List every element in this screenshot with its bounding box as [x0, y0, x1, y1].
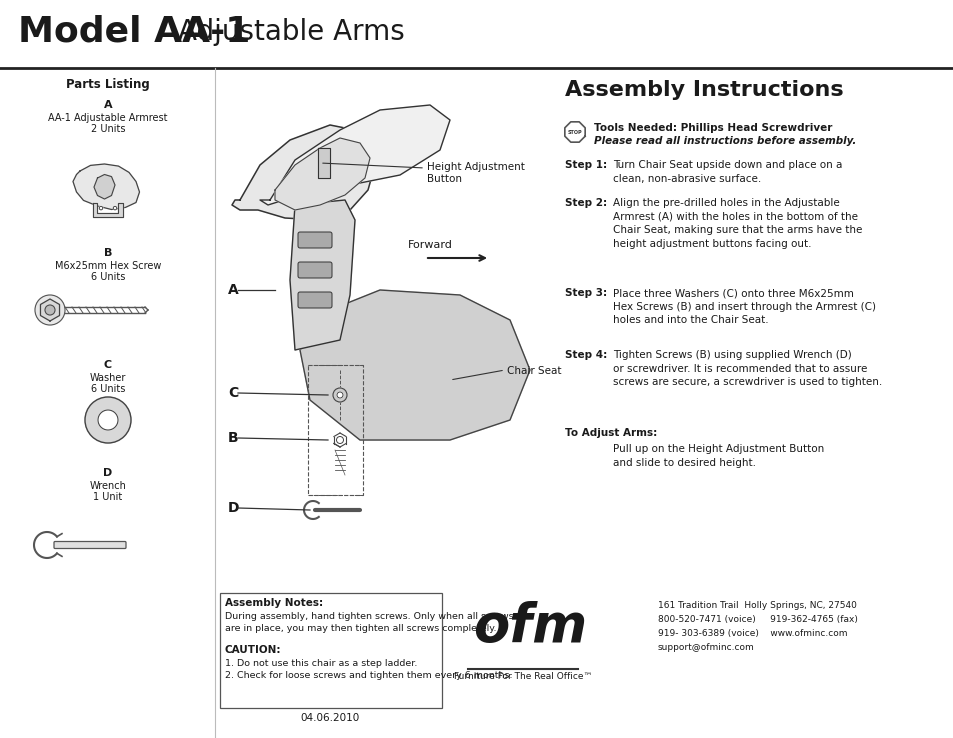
- FancyBboxPatch shape: [220, 593, 441, 708]
- Text: AA-1 Adjustable Armrest: AA-1 Adjustable Armrest: [49, 113, 168, 123]
- Circle shape: [336, 436, 343, 444]
- Polygon shape: [92, 202, 123, 216]
- Text: Parts Listing: Parts Listing: [66, 78, 150, 91]
- Text: A: A: [228, 283, 238, 297]
- Text: Turn Chair Seat upside down and place on a
clean, non-abrasive surface.: Turn Chair Seat upside down and place on…: [613, 160, 841, 184]
- Text: B: B: [228, 431, 238, 445]
- Polygon shape: [317, 148, 330, 178]
- Circle shape: [45, 305, 55, 315]
- Text: D: D: [228, 501, 239, 515]
- Text: Forward: Forward: [407, 240, 452, 250]
- Text: Align the pre-drilled holes in the Adjustable
Armrest (A) with the holes in the : Align the pre-drilled holes in the Adjus…: [613, 198, 862, 249]
- Text: Place three Washers (C) onto three M6x25mm
Hex Screws (B) and insert through the: Place three Washers (C) onto three M6x25…: [613, 288, 875, 325]
- Text: Chair Seat: Chair Seat: [506, 366, 561, 376]
- Text: STOP: STOP: [567, 129, 581, 134]
- Polygon shape: [73, 164, 139, 210]
- Circle shape: [333, 388, 347, 402]
- Text: Assembly Notes:: Assembly Notes:: [225, 598, 323, 608]
- Text: Assembly Instructions: Assembly Instructions: [564, 80, 842, 100]
- Text: 161 Tradition Trail  Holly Springs, NC, 27540: 161 Tradition Trail Holly Springs, NC, 2…: [658, 601, 856, 610]
- Text: Tools Needed: Phillips Head Screwdriver: Tools Needed: Phillips Head Screwdriver: [594, 123, 832, 133]
- FancyBboxPatch shape: [297, 262, 332, 278]
- FancyBboxPatch shape: [297, 292, 332, 308]
- Circle shape: [85, 397, 131, 443]
- Text: 04.06.2010: 04.06.2010: [300, 713, 359, 723]
- Text: Adjustable Arms: Adjustable Arms: [178, 18, 404, 46]
- Polygon shape: [40, 299, 59, 321]
- Bar: [308, 365, 363, 495]
- Text: Model AA-1: Model AA-1: [18, 14, 250, 48]
- Polygon shape: [299, 290, 530, 440]
- Text: Step 3:: Step 3:: [564, 288, 606, 298]
- Polygon shape: [290, 200, 355, 350]
- FancyBboxPatch shape: [297, 232, 332, 248]
- Text: 6 Units: 6 Units: [91, 384, 125, 394]
- Text: Pull up on the Height Adjustment Button
and slide to desired height.: Pull up on the Height Adjustment Button …: [613, 444, 823, 468]
- Text: Washer: Washer: [90, 373, 126, 383]
- Circle shape: [336, 392, 343, 398]
- Text: C: C: [228, 386, 238, 400]
- Circle shape: [98, 410, 118, 430]
- Polygon shape: [94, 174, 115, 199]
- Text: 800-520-7471 (voice)     919-362-4765 (fax): 800-520-7471 (voice) 919-362-4765 (fax): [658, 615, 857, 624]
- Text: Tighten Screws (B) using supplied Wrench (D)
or screwdriver. It is recommended t: Tighten Screws (B) using supplied Wrench…: [613, 350, 882, 387]
- Polygon shape: [564, 122, 584, 142]
- Text: 919- 303-6389 (voice)    www.ofminc.com: 919- 303-6389 (voice) www.ofminc.com: [658, 629, 846, 638]
- Text: Step 2:: Step 2:: [564, 198, 606, 208]
- Text: Wrench: Wrench: [90, 481, 127, 491]
- Text: M6x25mm Hex Screw: M6x25mm Hex Screw: [54, 261, 161, 271]
- Text: Please read all instructions before assembly.: Please read all instructions before asse…: [594, 136, 856, 146]
- Text: 2 Units: 2 Units: [91, 124, 125, 134]
- Text: During assembly, hand tighten screws. Only when all screws
are in place, you may: During assembly, hand tighten screws. On…: [225, 612, 513, 632]
- Circle shape: [99, 207, 103, 210]
- Text: 6 Units: 6 Units: [91, 272, 125, 282]
- Text: support@ofminc.com: support@ofminc.com: [658, 643, 754, 652]
- Text: B: B: [104, 248, 112, 258]
- Circle shape: [113, 207, 116, 210]
- Text: ofm: ofm: [473, 601, 587, 653]
- Polygon shape: [232, 125, 375, 220]
- Text: Step 1:: Step 1:: [564, 160, 606, 170]
- Polygon shape: [260, 105, 450, 205]
- Text: CAUTION:: CAUTION:: [225, 645, 281, 655]
- FancyBboxPatch shape: [54, 542, 126, 548]
- Polygon shape: [274, 138, 370, 210]
- Text: Furniture For The Real Office™: Furniture For The Real Office™: [454, 672, 592, 681]
- Circle shape: [35, 295, 65, 325]
- Text: C: C: [104, 360, 112, 370]
- Text: D: D: [103, 468, 112, 478]
- Text: 1 Unit: 1 Unit: [93, 492, 123, 502]
- Text: Height Adjustment
Button: Height Adjustment Button: [427, 162, 524, 184]
- Text: Step 4:: Step 4:: [564, 350, 607, 360]
- Text: 1. Do not use this chair as a step ladder.
2. Check for loose screws and tighten: 1. Do not use this chair as a step ladde…: [225, 659, 512, 680]
- Text: A: A: [104, 100, 112, 110]
- Text: To Adjust Arms:: To Adjust Arms:: [564, 428, 657, 438]
